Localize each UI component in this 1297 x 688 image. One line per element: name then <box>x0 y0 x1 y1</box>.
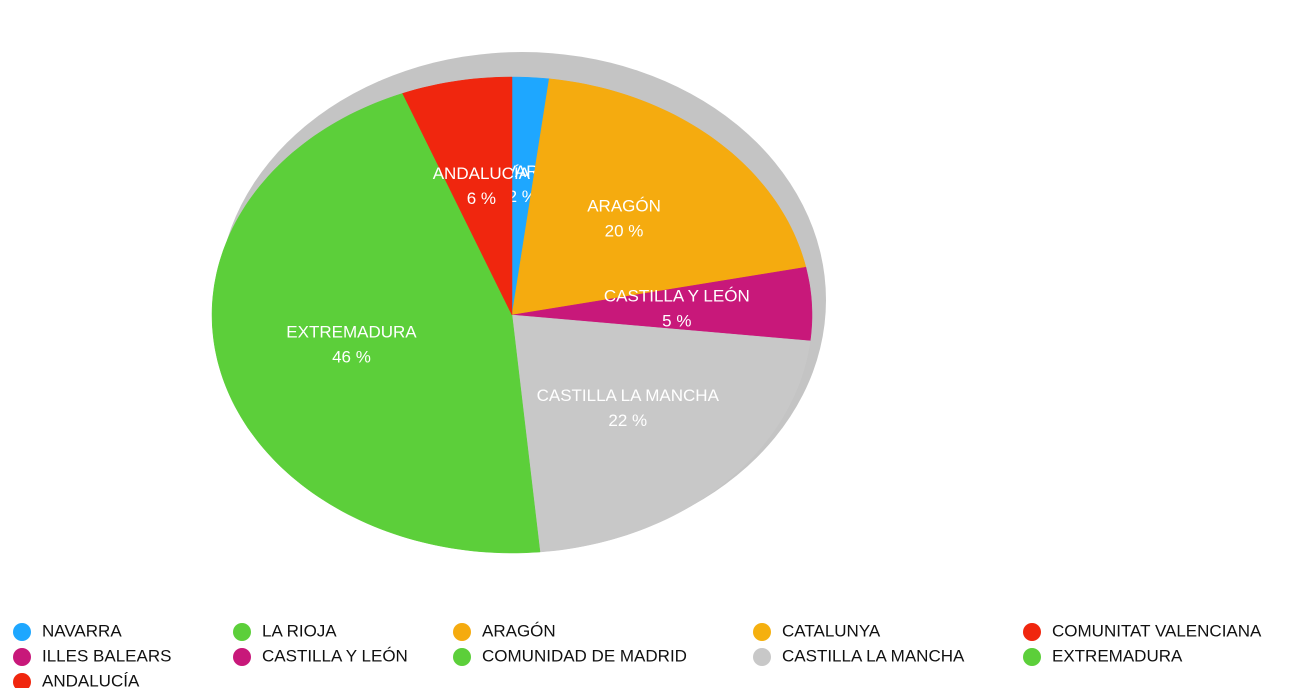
legend-label: EXTREMADURA <box>1052 646 1183 665</box>
legend-label: ARAGÓN <box>482 621 556 640</box>
legend-marker <box>453 623 471 641</box>
legend-label: CASTILLA LA MANCHA <box>782 646 965 665</box>
legend-label: COMUNIDAD DE MADRID <box>482 646 687 665</box>
pie-slice <box>511 314 811 553</box>
legend-label: ILLES BALEARS <box>42 646 171 665</box>
slice-label: ANDALUCÍA <box>433 164 531 183</box>
slice-value: 6 % <box>467 189 496 208</box>
slice-label: ARAGÓN <box>587 196 661 215</box>
slice-value: 5 % <box>662 311 691 330</box>
slice-label: EXTREMADURA <box>286 323 417 342</box>
legend-label: ANDALUCÍA <box>42 671 140 688</box>
legend-marker <box>753 648 771 666</box>
legend-marker <box>13 623 31 641</box>
legend-label: CATALUNYA <box>782 621 881 640</box>
legend-label: CASTILLA Y LEÓN <box>262 646 408 665</box>
legend-marker <box>753 623 771 641</box>
pie-slice <box>511 78 807 316</box>
legend-marker <box>13 673 31 688</box>
legend-marker <box>233 648 251 666</box>
slice-label: CASTILLA LA MANCHA <box>537 386 720 405</box>
slice-value: 22 % <box>608 411 647 430</box>
legend-marker <box>233 623 251 641</box>
legend-marker <box>1023 623 1041 641</box>
pie-slice <box>211 93 541 554</box>
slice-label: CASTILLA Y LEÓN <box>604 286 750 305</box>
slice-value: 2 % <box>508 187 537 206</box>
legend-label: LA RIOJA <box>262 621 337 640</box>
slice-value: 46 % <box>332 348 371 367</box>
legend-marker <box>1023 648 1041 666</box>
legend-label: NAVARRA <box>42 621 122 640</box>
legend-marker <box>453 648 471 666</box>
pie-slice <box>511 266 813 342</box>
legend-marker <box>13 648 31 666</box>
pie-slice <box>402 76 513 316</box>
slice-value: 20 % <box>605 221 644 240</box>
legend-label: COMUNITAT VALENCIANA <box>1052 621 1262 640</box>
